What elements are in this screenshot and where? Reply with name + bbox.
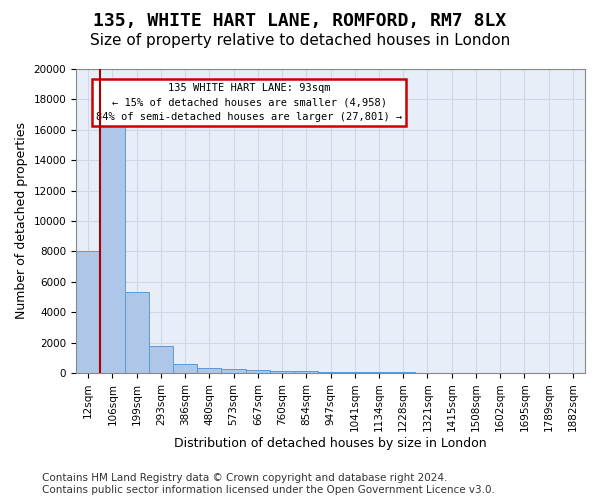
Bar bbox=[367, 372, 391, 373]
Bar bbox=[221, 370, 245, 373]
Bar bbox=[319, 372, 343, 373]
X-axis label: Distribution of detached houses by size in London: Distribution of detached houses by size … bbox=[174, 437, 487, 450]
Bar bbox=[100, 122, 125, 373]
Bar bbox=[343, 372, 367, 373]
Bar bbox=[391, 372, 415, 373]
Y-axis label: Number of detached properties: Number of detached properties bbox=[15, 122, 28, 320]
Bar bbox=[149, 346, 173, 373]
Text: Size of property relative to detached houses in London: Size of property relative to detached ho… bbox=[90, 32, 510, 48]
Bar bbox=[294, 372, 319, 373]
Bar bbox=[76, 250, 100, 373]
Text: 135, WHITE HART LANE, ROMFORD, RM7 8LX: 135, WHITE HART LANE, ROMFORD, RM7 8LX bbox=[94, 12, 506, 30]
Bar bbox=[270, 371, 294, 373]
Bar bbox=[245, 370, 270, 373]
Bar bbox=[197, 368, 221, 373]
Text: 135 WHITE HART LANE: 93sqm
← 15% of detached houses are smaller (4,958)
84% of s: 135 WHITE HART LANE: 93sqm ← 15% of deta… bbox=[96, 82, 402, 122]
Bar bbox=[173, 364, 197, 373]
Bar bbox=[125, 292, 149, 373]
Text: Contains HM Land Registry data © Crown copyright and database right 2024.
Contai: Contains HM Land Registry data © Crown c… bbox=[42, 474, 495, 495]
